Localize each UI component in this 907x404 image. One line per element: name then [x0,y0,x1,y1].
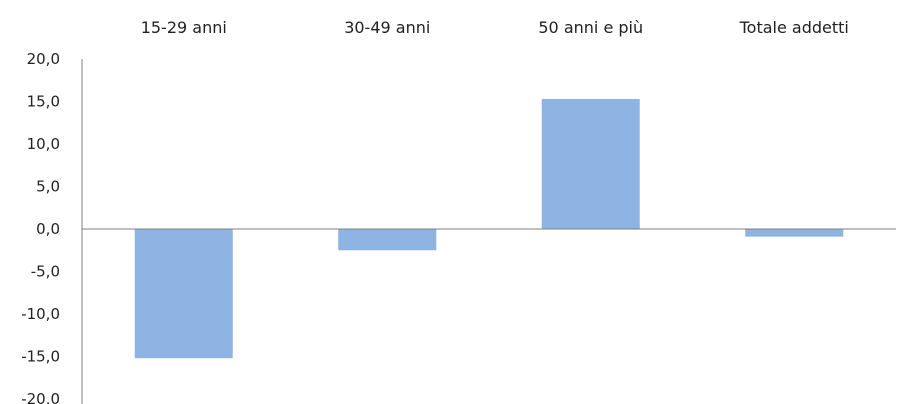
y-tick-label: -20,0 [21,390,60,404]
y-axis: 20,0 15,0 10,0 5,0 0,0 -5,0 -10,0 -15,0 -20,0 [21,50,83,404]
category-label: 30-49 anni [344,18,430,37]
y-tick-label: 15,0 [27,93,60,111]
category-label: Totale addetti [739,18,849,37]
category-labels: 15-29 anni 30-49 anni 50 anni e più Totale … [141,18,849,37]
y-tick-label: 20,0 [27,50,60,68]
y-tick-label: -10,0 [21,305,60,323]
bar [745,229,844,237]
category-label: 15-29 anni [141,18,227,37]
y-tick-label: -15,0 [21,348,60,366]
bar [338,229,437,251]
y-tick-label: 5,0 [36,178,60,196]
bar [541,98,640,229]
category-label: 50 anni e più [538,18,643,37]
y-tick-label: 0,0 [36,220,60,238]
y-tick-label: 10,0 [27,135,60,153]
bars [134,98,844,359]
y-tick-label: -5,0 [31,263,60,281]
bar [134,229,233,359]
